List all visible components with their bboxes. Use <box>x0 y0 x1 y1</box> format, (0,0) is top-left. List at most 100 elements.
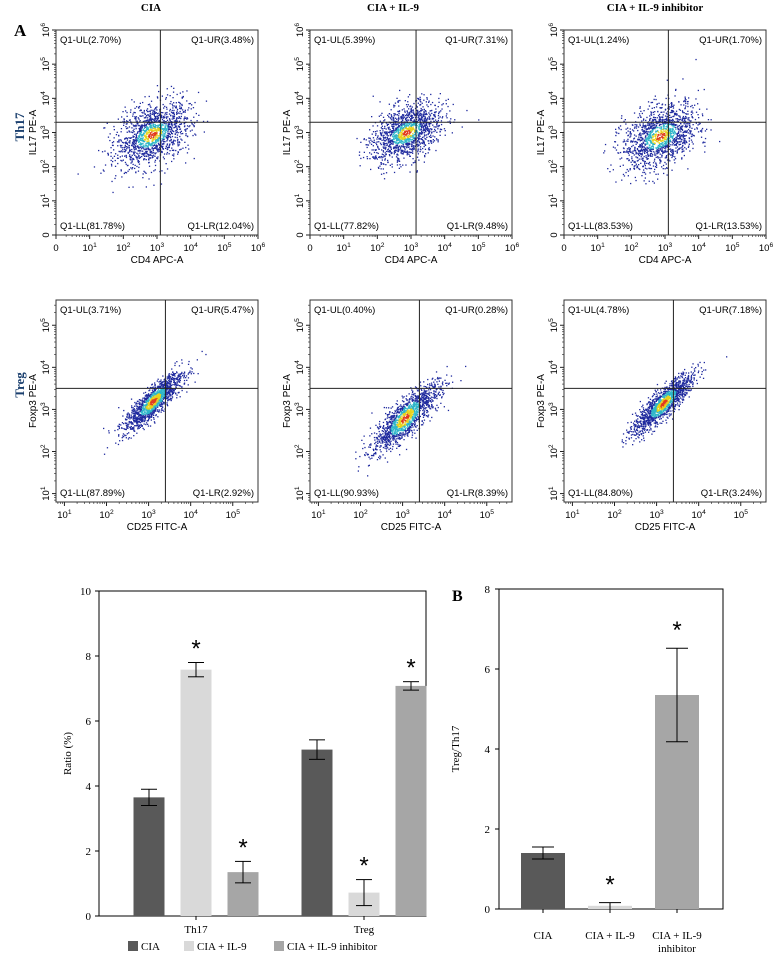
event-dot <box>418 140 420 143</box>
event-dot <box>641 112 643 115</box>
event-dot <box>172 116 174 118</box>
event-dot <box>396 118 398 120</box>
event-dot <box>124 161 127 164</box>
event-dot <box>160 126 163 128</box>
event-dot <box>149 129 151 131</box>
event-dot <box>423 122 425 125</box>
event-dot <box>409 140 411 142</box>
event-dot <box>409 155 411 157</box>
event-dot <box>366 144 368 146</box>
event-dot <box>434 104 436 107</box>
event-dot <box>136 146 138 148</box>
event-dot <box>162 124 164 127</box>
event-dot <box>133 101 135 103</box>
event-dot <box>677 132 679 134</box>
event-dot <box>630 135 632 137</box>
event-dot <box>440 123 443 126</box>
event-dot <box>124 137 126 140</box>
event-dot <box>406 121 408 123</box>
event-dot <box>179 123 181 126</box>
event-dot <box>176 131 178 133</box>
event-dot <box>179 135 181 138</box>
event-dot <box>194 133 196 135</box>
event-dot <box>397 160 399 162</box>
event-dot <box>392 117 395 119</box>
event-dot <box>435 138 438 140</box>
event-dot <box>674 139 676 141</box>
event-dot <box>112 157 114 159</box>
event-dot <box>652 135 654 137</box>
event-dot <box>418 134 420 136</box>
event-dot <box>411 138 413 140</box>
event-dot <box>649 167 651 170</box>
event-dot <box>642 124 644 127</box>
event-dot <box>149 143 151 145</box>
quadrant-label-lr: Q1-LR(9.48%) <box>447 221 508 232</box>
event-dot <box>151 138 153 140</box>
event-dot <box>668 148 670 150</box>
event-dot <box>162 145 164 147</box>
event-dot <box>418 138 420 140</box>
event-dot <box>416 135 418 137</box>
event-dot <box>672 110 674 112</box>
event-dot <box>408 138 410 141</box>
event-dot <box>425 138 427 140</box>
event-dot <box>140 134 142 136</box>
event-dot <box>112 191 114 194</box>
event-dot <box>648 105 651 107</box>
event-dot <box>660 126 663 128</box>
event-dot <box>439 93 441 95</box>
event-dot <box>433 120 435 122</box>
event-dot <box>159 110 161 112</box>
event-dot <box>672 107 675 109</box>
event-dot <box>168 124 171 126</box>
event-dot <box>653 107 655 109</box>
event-dot <box>694 128 696 130</box>
event-dot <box>673 115 675 117</box>
event-dot <box>162 132 164 134</box>
event-dot <box>169 110 171 112</box>
event-dot <box>645 124 647 126</box>
event-dot <box>401 128 403 130</box>
event-dot <box>670 116 672 118</box>
event-dot <box>148 159 150 161</box>
event-dot <box>672 152 674 154</box>
event-dot <box>666 113 668 115</box>
event-dot <box>389 135 392 137</box>
event-dot <box>635 143 637 145</box>
event-dot <box>406 134 408 136</box>
event-dot <box>166 123 168 125</box>
event-dot <box>637 138 639 140</box>
event-dot <box>680 137 682 140</box>
event-dot <box>375 157 377 159</box>
event-dot <box>133 141 135 143</box>
event-dot <box>389 164 391 166</box>
event-dot <box>404 100 406 102</box>
event-dot <box>654 124 656 126</box>
event-dot <box>373 151 376 154</box>
event-dot <box>424 128 426 130</box>
event-dot <box>173 127 175 129</box>
event-dot <box>644 127 646 129</box>
event-dot <box>176 127 178 129</box>
event-dot <box>162 137 165 139</box>
event-dot <box>389 143 391 146</box>
event-dot <box>104 127 106 129</box>
event-dot <box>658 124 661 127</box>
event-dot <box>643 149 646 152</box>
event-dot <box>441 104 443 106</box>
event-dot <box>156 145 158 147</box>
event-dot <box>393 133 395 135</box>
event-dot <box>169 126 172 128</box>
event-dot <box>652 111 654 113</box>
event-dot <box>113 129 115 131</box>
event-dot <box>654 152 656 154</box>
event-dot <box>170 391 172 393</box>
event-dot <box>387 142 390 144</box>
event-dot <box>119 151 121 153</box>
event-dot <box>405 138 407 140</box>
event-dot <box>170 121 172 123</box>
event-dot <box>406 139 408 141</box>
event-dot <box>664 104 667 106</box>
event-dot <box>672 125 674 127</box>
